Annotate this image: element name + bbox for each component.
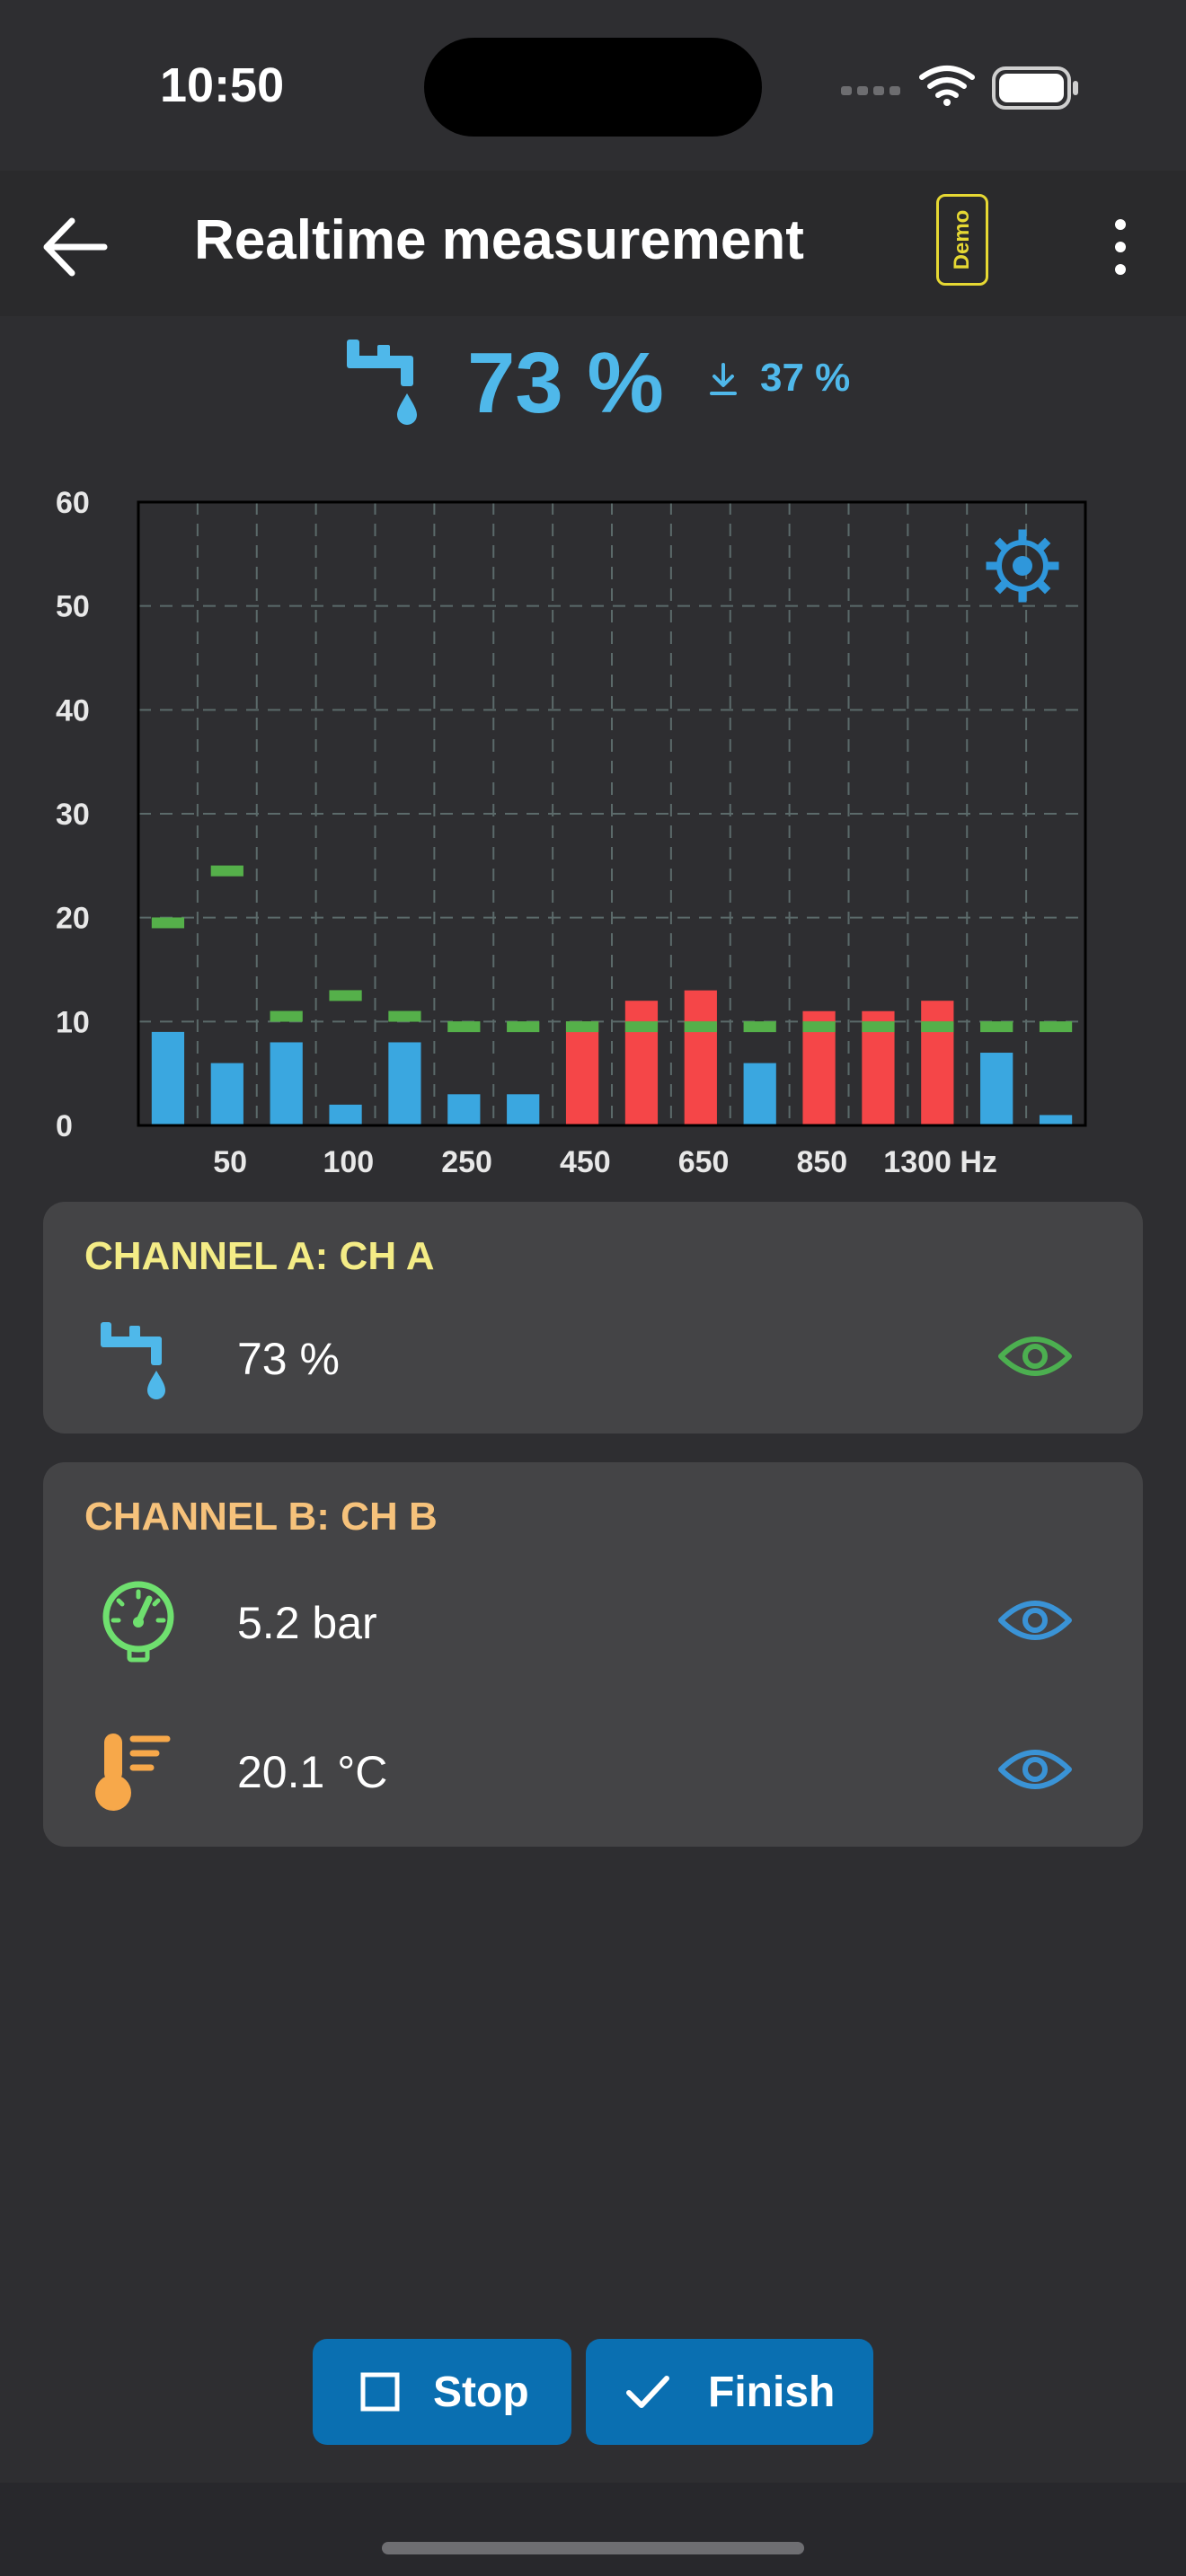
chart-bar bbox=[980, 1053, 1013, 1125]
x-tick-label: 1300 Hz bbox=[883, 1145, 997, 1177]
page-title: Realtime measurement bbox=[194, 209, 804, 271]
y-tick-label: 50 bbox=[56, 590, 90, 624]
bottom-bar bbox=[0, 2483, 1186, 2576]
x-tick-label: 100 bbox=[323, 1145, 374, 1177]
back-arrow-icon[interactable] bbox=[36, 207, 117, 287]
channel-b-card: CHANNEL B: CH B 5.2 bar bbox=[43, 1462, 1143, 1847]
chart-bar bbox=[565, 1021, 599, 1125]
visibility-eye-icon[interactable] bbox=[997, 1329, 1073, 1383]
demo-badge-label: Demo bbox=[950, 209, 974, 270]
chart-limit-marker bbox=[1039, 1021, 1073, 1033]
pressure-gauge-icon bbox=[102, 1581, 174, 1663]
finish-button-label: Finish bbox=[708, 2369, 836, 2416]
chart-limit-marker bbox=[684, 1021, 717, 1033]
chart-limit-marker bbox=[388, 1010, 421, 1022]
channel-b-pressure-value: 5.2 bar bbox=[237, 1598, 377, 1648]
channel-a-title: CHANNEL A: CH A bbox=[84, 1234, 435, 1278]
chart-limit-marker bbox=[802, 1021, 836, 1033]
chart-limit-marker bbox=[329, 990, 362, 1001]
home-indicator bbox=[382, 2542, 804, 2554]
dynamic-island bbox=[424, 38, 762, 137]
status-time: 10:50 bbox=[160, 58, 285, 112]
chart-frame bbox=[137, 500, 1087, 1127]
y-tick-label: 30 bbox=[56, 798, 90, 832]
chart-bar bbox=[507, 1094, 540, 1125]
chart-limit-marker bbox=[270, 1010, 303, 1022]
chart-bar bbox=[921, 1001, 954, 1125]
y-tick-label: 20 bbox=[56, 902, 90, 936]
chart-limit-marker bbox=[980, 1021, 1013, 1033]
chart-limit-marker bbox=[151, 917, 185, 929]
chart-limit-marker bbox=[565, 1021, 599, 1033]
y-tick-label: 10 bbox=[56, 1005, 90, 1039]
frequency-chart: 0 10 20 30 40 50 60 50 100 250 450 650 850 1300 Hz bbox=[0, 476, 1186, 1179]
chart-limit-marker bbox=[210, 865, 243, 877]
chart-bar bbox=[270, 1042, 303, 1125]
x-tick-label: 250 bbox=[441, 1145, 492, 1177]
visibility-eye-icon[interactable] bbox=[997, 1742, 1073, 1796]
chart-limit-marker bbox=[862, 1021, 895, 1033]
stop-square-icon bbox=[360, 2372, 400, 2412]
flow-summary: 73 % 37 % bbox=[0, 325, 1186, 433]
cellular-signal-icon bbox=[841, 86, 900, 95]
stop-button[interactable]: Stop bbox=[313, 2339, 571, 2445]
channel-b-temperature-value: 20.1 °C bbox=[237, 1747, 388, 1797]
chart-bar bbox=[151, 1031, 185, 1125]
minimum-arrow-icon bbox=[710, 363, 737, 395]
demo-badge: Demo bbox=[936, 194, 988, 286]
chart-bar bbox=[743, 1063, 776, 1125]
x-tick-label: 850 bbox=[796, 1145, 847, 1177]
y-tick-label: 60 bbox=[56, 486, 90, 520]
chart-bar bbox=[210, 1063, 243, 1125]
status-bar: 10:50 bbox=[0, 0, 1186, 171]
battery-icon bbox=[992, 66, 1078, 110]
flow-value: 73 % bbox=[467, 335, 664, 431]
chart-limit-marker bbox=[447, 1021, 481, 1033]
channel-b-temperature-row: 20.1 °C bbox=[43, 1719, 1143, 1818]
chart-bar bbox=[684, 990, 717, 1125]
channel-a-card: CHANNEL A: CH A 73 % bbox=[43, 1202, 1143, 1434]
chart-limit-marker bbox=[507, 1021, 540, 1033]
chart-limit-marker bbox=[921, 1021, 954, 1033]
stop-button-label: Stop bbox=[433, 2369, 529, 2416]
channel-a-flow-value: 73 % bbox=[237, 1334, 340, 1384]
wifi-icon bbox=[919, 66, 975, 106]
chart-bar bbox=[388, 1042, 421, 1125]
faucet-icon bbox=[101, 1322, 165, 1399]
chart-limit-marker bbox=[624, 1021, 659, 1033]
finish-button[interactable]: Finish bbox=[586, 2339, 873, 2445]
y-tick-label: 0 bbox=[56, 1109, 73, 1143]
chart-limit-marker bbox=[743, 1021, 776, 1033]
chart-bar bbox=[624, 1001, 659, 1125]
x-tick-label: 450 bbox=[560, 1145, 611, 1177]
x-tick-label: 650 bbox=[678, 1145, 730, 1177]
x-tick-label: 50 bbox=[213, 1145, 247, 1177]
chart-settings-gear-icon[interactable] bbox=[986, 529, 1059, 603]
chart-bar bbox=[1039, 1115, 1073, 1125]
channel-b-title: CHANNEL B: CH B bbox=[84, 1495, 438, 1539]
frequency-bar-chart: 0 10 20 30 40 50 60 50 100 250 450 650 850 1300 Hz bbox=[56, 486, 1087, 1179]
faucet-icon bbox=[347, 340, 417, 425]
visibility-eye-icon[interactable] bbox=[997, 1593, 1073, 1647]
channel-b-pressure-row: 5.2 bar bbox=[43, 1570, 1143, 1669]
chart-bar bbox=[447, 1094, 481, 1125]
y-tick-label: 40 bbox=[56, 693, 90, 728]
more-options-icon[interactable] bbox=[1098, 207, 1143, 287]
chart-bar bbox=[329, 1104, 362, 1125]
thermometer-icon bbox=[95, 1734, 171, 1811]
status-icons bbox=[841, 66, 1078, 110]
channel-a-flow-row: 73 % bbox=[43, 1306, 1143, 1405]
checkmark-icon bbox=[626, 2376, 669, 2408]
flow-minimum-value: 37 % bbox=[760, 356, 851, 400]
app-bar: Realtime measurement Demo bbox=[0, 171, 1186, 316]
